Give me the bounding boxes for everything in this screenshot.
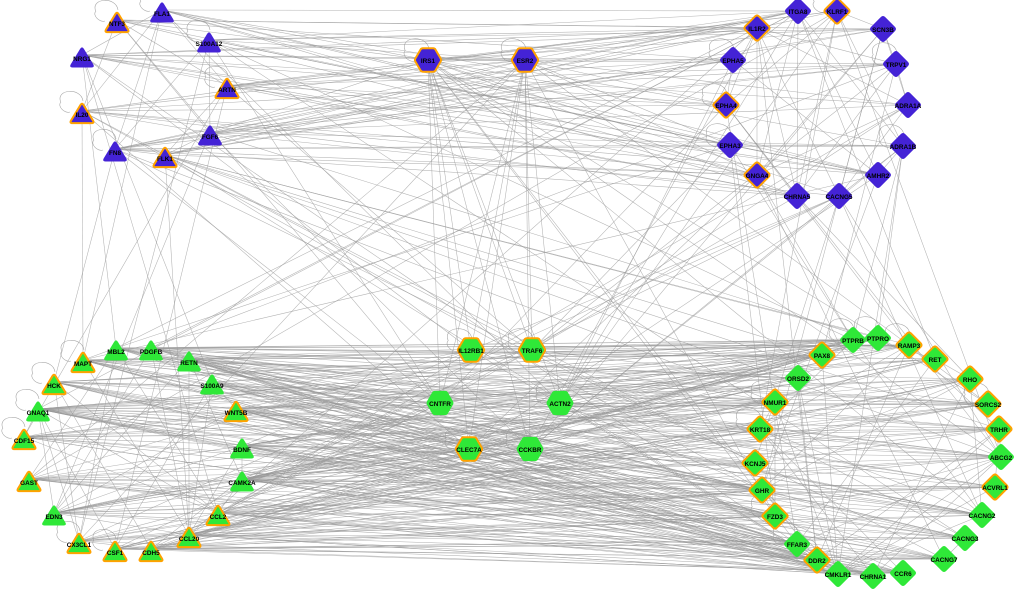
svg-text:S100A12: S100A12 (196, 41, 223, 48)
svg-text:EPHA5: EPHA5 (722, 58, 744, 65)
svg-text:CDH5: CDH5 (142, 550, 160, 557)
svg-text:EPHA4: EPHA4 (715, 103, 737, 110)
svg-text:KCNJ5: KCNJ5 (745, 461, 766, 468)
svg-text:ABCG2: ABCG2 (990, 455, 1013, 462)
svg-text:CACNG7: CACNG7 (931, 557, 958, 564)
svg-text:KLRF1: KLRF1 (827, 9, 848, 16)
svg-text:CCL2: CCL2 (210, 514, 227, 521)
svg-text:IL12RB1: IL12RB1 (458, 348, 484, 355)
svg-text:FZD3: FZD3 (767, 514, 783, 521)
svg-text:SORCS2: SORCS2 (975, 402, 1002, 409)
svg-text:KRT18: KRT18 (750, 427, 771, 434)
svg-text:BDNF: BDNF (233, 447, 251, 454)
svg-text:CMKLR1: CMKLR1 (825, 572, 852, 579)
svg-text:MAPT: MAPT (74, 361, 92, 368)
svg-text:RETN: RETN (180, 360, 198, 367)
svg-text:CACNG5: CACNG5 (826, 194, 853, 201)
svg-text:CHRNA1: CHRNA1 (860, 574, 887, 581)
svg-text:MBL2: MBL2 (107, 349, 125, 356)
svg-text:NMUR1: NMUR1 (764, 400, 787, 407)
svg-text:SCN3B: SCN3B (872, 27, 894, 34)
svg-text:TRAF6: TRAF6 (522, 348, 543, 355)
svg-text:EDN3: EDN3 (45, 514, 62, 521)
svg-text:PTPRB: PTPRB (842, 338, 864, 345)
svg-text:GHR: GHR (755, 488, 770, 495)
svg-text:FLK1: FLK1 (157, 156, 173, 163)
svg-text:ADRA1A: ADRA1A (895, 103, 922, 110)
svg-text:ACTN2: ACTN2 (549, 401, 571, 408)
svg-text:ESR2: ESR2 (517, 58, 534, 65)
svg-text:TRPV1: TRPV1 (886, 62, 907, 69)
svg-text:PTPRO: PTPRO (867, 336, 889, 343)
svg-text:GAST: GAST (20, 480, 38, 487)
svg-text:CX3CL1: CX3CL1 (67, 542, 92, 549)
svg-text:GNGA4: GNGA4 (746, 173, 769, 180)
svg-text:FLA1: FLA1 (154, 11, 170, 18)
svg-text:CHRNA5: CHRNA5 (784, 194, 811, 201)
svg-text:CACNG2: CACNG2 (969, 513, 996, 520)
svg-text:WNT5B: WNT5B (225, 410, 248, 417)
svg-text:CCL20: CCL20 (179, 536, 200, 543)
svg-text:S100A9: S100A9 (200, 383, 224, 390)
svg-text:PAX8: PAX8 (814, 353, 831, 360)
svg-text:HCK: HCK (47, 383, 61, 390)
svg-text:CLEC7A: CLEC7A (456, 447, 482, 454)
svg-text:TRHR: TRHR (990, 427, 1008, 434)
svg-text:RET: RET (929, 357, 942, 364)
svg-text:DDR2: DDR2 (808, 558, 826, 565)
svg-text:ARTN: ARTN (218, 87, 236, 94)
svg-text:CAMK2A: CAMK2A (228, 480, 256, 487)
svg-text:CCKBR: CCKBR (518, 447, 541, 454)
svg-text:ADRA1B: ADRA1B (890, 144, 917, 151)
svg-text:ORSD2: ORSD2 (787, 376, 809, 383)
svg-text:PDGFB: PDGFB (140, 349, 163, 356)
svg-text:FN8: FN8 (109, 150, 122, 157)
svg-text:AMHR2: AMHR2 (867, 173, 890, 180)
svg-text:CACNG3: CACNG3 (952, 536, 979, 543)
svg-text:CSF1: CSF1 (107, 550, 124, 557)
svg-text:ACVRL1: ACVRL1 (982, 485, 1008, 492)
svg-text:EPHA3: EPHA3 (719, 143, 741, 150)
svg-text:RAMP3: RAMP3 (898, 343, 921, 350)
svg-text:IRS1: IRS1 (421, 58, 436, 65)
svg-text:CCR6: CCR6 (894, 571, 912, 578)
svg-text:GNAQ1: GNAQ1 (27, 410, 50, 417)
svg-text:IL1R2: IL1R2 (748, 26, 766, 33)
svg-text:CDF15: CDF15 (14, 438, 35, 445)
svg-text:FGF6: FGF6 (202, 134, 219, 141)
svg-text:ITGA8: ITGA8 (789, 9, 808, 16)
svg-text:NRG1: NRG1 (73, 56, 91, 63)
svg-text:CNTFR: CNTFR (429, 401, 451, 408)
svg-text:RHO: RHO (963, 377, 977, 384)
svg-text:FFAR3: FFAR3 (787, 542, 808, 549)
svg-text:IL20: IL20 (76, 112, 89, 119)
svg-text:NTF3: NTF3 (109, 21, 125, 28)
